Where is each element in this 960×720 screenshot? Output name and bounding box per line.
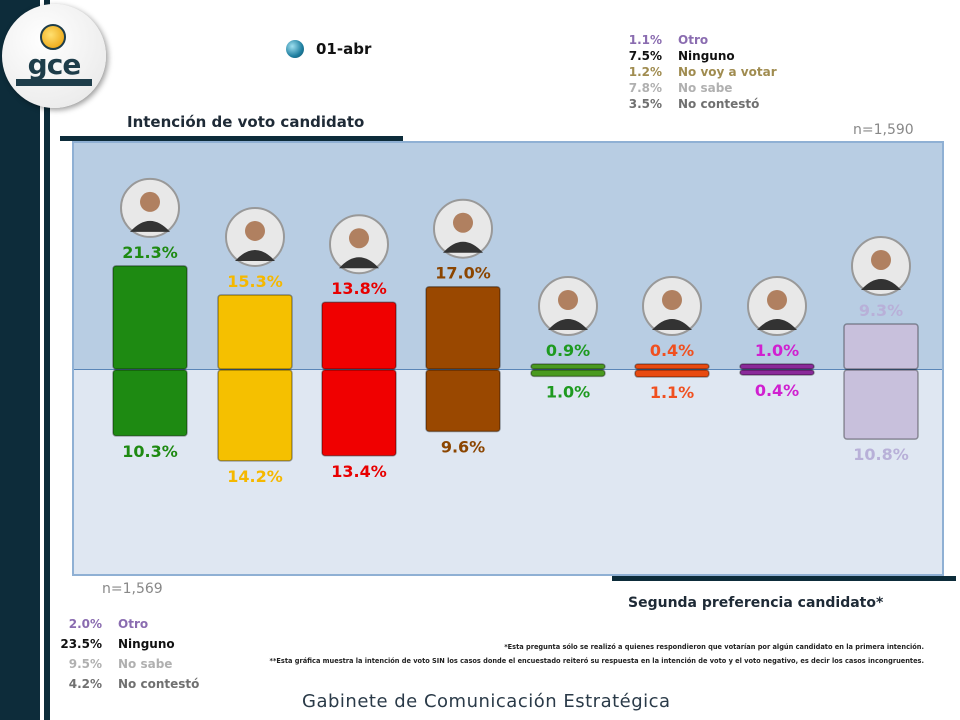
candidate-head-icon (767, 290, 787, 310)
date-label: 01-abr (286, 40, 371, 58)
legend-label: No voy a votar (678, 65, 777, 79)
n-second: n=1,569 (102, 581, 163, 597)
value-label-second: 10.3% (122, 442, 178, 461)
candidate-head-icon (245, 220, 265, 241)
sidebar-stripe (44, 0, 50, 720)
value-label-first: 17.0% (435, 264, 491, 283)
value-label-second: 13.4% (331, 462, 387, 481)
candidate-head-icon (453, 212, 473, 233)
value-label-first: 21.3% (122, 243, 178, 262)
candidate-body-icon (652, 319, 692, 330)
bar-first (217, 294, 293, 370)
value-label-second: 0.4% (755, 381, 799, 400)
bullet-ball-icon (286, 40, 304, 58)
candidate-head-icon (349, 228, 369, 249)
legend-item: 1.2% No voy a votar (612, 64, 777, 80)
legend-item: 3.5% No contestó (612, 96, 777, 112)
legend-first: 1.1% Otro 7.5% Ninguno 1.2% No voy a votar 7.8… (612, 32, 777, 112)
chart-panel (72, 141, 944, 576)
bar-second (321, 369, 397, 457)
chart-baseline (74, 369, 942, 370)
title-rule-second (612, 576, 956, 581)
bar-first (425, 285, 501, 370)
date-text: 01-abr (316, 40, 372, 58)
legend-pct: 7.8% (628, 81, 662, 95)
legend-item: 2.0% Otro (52, 614, 199, 634)
title-first-intention: Intención de voto candidato (127, 113, 365, 131)
bar-first (112, 265, 188, 370)
value-label-first: 1.0% (755, 341, 799, 360)
legend-label: Otro (118, 617, 149, 631)
legend-item: 23.5% Ninguno (52, 634, 199, 654)
legend-label: No contestó (678, 97, 760, 111)
legend-pct: 3.5% (628, 97, 662, 111)
candidate-body-icon (339, 257, 379, 269)
legend-item: 9.5% No sabe (52, 654, 199, 674)
bar-first (739, 363, 815, 370)
candidate-head-icon (140, 191, 160, 212)
bar-first (634, 363, 710, 370)
candidate-body-icon (757, 319, 797, 330)
bar-second (425, 369, 501, 433)
candidate-head-icon (871, 249, 891, 270)
title-rule (60, 136, 403, 141)
legend-pct: 1.2% (628, 65, 662, 79)
candidate-body-icon (130, 220, 170, 232)
legend-label: No sabe (678, 81, 733, 95)
value-label-first: 0.4% (650, 341, 694, 360)
value-label-first: 9.3% (859, 301, 903, 320)
legend-item: 1.1% Otro (612, 32, 777, 48)
bar-first (843, 323, 919, 370)
legend-label: No sabe (118, 657, 173, 671)
legend-pct: 7.5% (628, 49, 662, 63)
note-1: *Esta pregunta sólo se realizó a quienes… (504, 643, 924, 651)
legend-pct: 1.1% (628, 33, 662, 47)
bar-second (112, 369, 188, 437)
gce-logo: gce (2, 4, 106, 108)
value-label-second: 10.8% (853, 445, 909, 464)
legend-pct: 4.2% (68, 677, 102, 691)
logo-subtitle (16, 79, 92, 86)
bar-second (739, 369, 815, 376)
value-label-second: 1.0% (546, 382, 590, 401)
legend-label: No contestó (118, 677, 200, 691)
sidebar-band (0, 0, 40, 720)
legend-item: 7.8% No sabe (612, 80, 777, 96)
value-label-second: 9.6% (441, 437, 485, 456)
candidate-head-icon (558, 290, 578, 310)
bar-second (217, 369, 293, 462)
bar-first (321, 301, 397, 370)
logo-orb-icon (40, 24, 66, 50)
footer-text: Gabinete de Comunicación Estratégica (302, 691, 671, 712)
legend-pct: 23.5% (60, 637, 102, 651)
legend-label: Otro (678, 33, 709, 47)
value-label-second: 14.2% (227, 467, 283, 486)
logo-text: gce (27, 48, 82, 81)
candidate-body-icon (443, 241, 483, 253)
candidate-body-icon (861, 278, 901, 290)
value-label-second: 1.1% (650, 383, 694, 402)
value-label-first: 13.8% (331, 279, 387, 298)
legend-label: Ninguno (678, 49, 735, 63)
candidate-body-icon (235, 249, 275, 261)
legend-label: Ninguno (118, 637, 175, 651)
legend-item: 4.2% No contestó (52, 674, 200, 694)
bar-second (530, 369, 606, 378)
candidate-body-icon (548, 319, 588, 330)
bar-second (843, 369, 919, 440)
note-2: **Esta gráfica muestra la intención de v… (269, 657, 925, 665)
title-second-preference: Segunda preferencia candidato* (628, 595, 884, 611)
bar-first (530, 363, 606, 370)
legend-item: 7.5% Ninguno (612, 48, 777, 64)
legend-pct: 2.0% (68, 617, 102, 631)
candidate-head-icon (662, 290, 682, 310)
value-label-first: 0.9% (546, 341, 590, 360)
legend-second: 2.0% Otro 23.5% Ninguno 9.5% No sabe 4.2% No co… (52, 614, 199, 694)
n-first: n=1,590 (853, 122, 914, 138)
value-label-first: 15.3% (227, 272, 283, 291)
bar-second (634, 369, 710, 378)
legend-pct: 9.5% (68, 657, 102, 671)
